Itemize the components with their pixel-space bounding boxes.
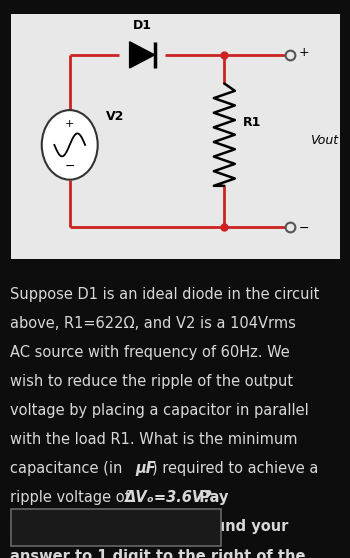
Circle shape bbox=[42, 110, 98, 180]
FancyBboxPatch shape bbox=[10, 509, 220, 546]
Text: +: + bbox=[298, 46, 309, 59]
Text: Pay: Pay bbox=[194, 490, 229, 506]
Text: D1: D1 bbox=[133, 20, 152, 32]
Text: μF: μF bbox=[136, 461, 156, 477]
Polygon shape bbox=[130, 42, 155, 68]
Text: wish to reduce the ripple of the output: wish to reduce the ripple of the output bbox=[10, 374, 294, 389]
Text: ΔVₒ=3.6V?: ΔVₒ=3.6V? bbox=[125, 490, 213, 506]
Text: answer to 1 digit to the right of the: answer to 1 digit to the right of the bbox=[10, 549, 306, 558]
Text: Suppose D1 is an ideal diode in the circuit: Suppose D1 is an ideal diode in the circ… bbox=[10, 287, 320, 302]
Text: V2: V2 bbox=[106, 110, 124, 123]
Text: voltage by placing a capacitor in parallel: voltage by placing a capacitor in parall… bbox=[10, 403, 309, 418]
Text: ripple voltage of: ripple voltage of bbox=[10, 490, 135, 506]
Text: with the load R1. What is the minimum: with the load R1. What is the minimum bbox=[10, 432, 298, 448]
FancyBboxPatch shape bbox=[10, 14, 340, 259]
Text: ) required to achieve a: ) required to achieve a bbox=[152, 461, 318, 477]
Text: above, R1=622Ω, and V2 is a 104Vrms: above, R1=622Ω, and V2 is a 104Vrms bbox=[10, 316, 296, 331]
Text: R1: R1 bbox=[243, 116, 261, 129]
Text: AC source with frequency of 60Hz. We: AC source with frequency of 60Hz. We bbox=[10, 345, 290, 360]
Text: −: − bbox=[64, 160, 75, 172]
Text: capacitance (in: capacitance (in bbox=[10, 461, 127, 477]
Text: −: − bbox=[298, 222, 309, 235]
Text: +: + bbox=[65, 119, 75, 128]
Text: attention to units and round your: attention to units and round your bbox=[10, 519, 289, 535]
Text: Vout: Vout bbox=[310, 134, 338, 147]
